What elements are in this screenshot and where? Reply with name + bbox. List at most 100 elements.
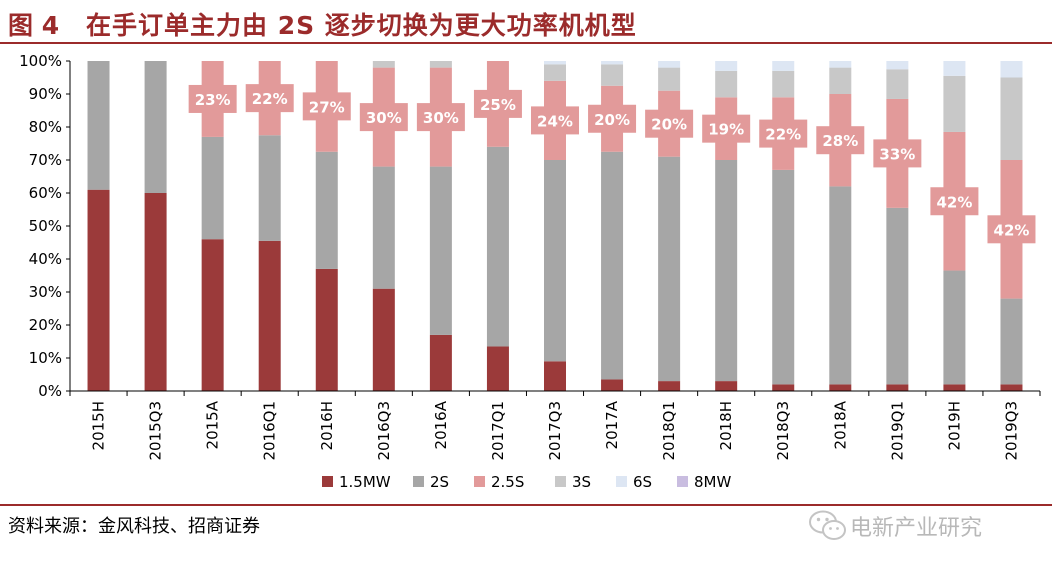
legend-swatch (616, 476, 627, 487)
stacked-bar-chart: 0% 10% 20% 30% 40% 50% 60% 70% 80% 90% 100% 23% 22% 2… (19, 52, 1041, 491)
bar-segment (87, 189, 110, 391)
x-tick-label: 2019Q1 (888, 401, 906, 461)
data-label-box (987, 215, 1036, 244)
bar-segment (544, 361, 566, 391)
header-divider (0, 42, 1052, 44)
data-label: 30% (366, 109, 402, 127)
figure-number: 图 4 (8, 11, 60, 40)
x-tick-label: 2016H (318, 401, 336, 450)
data-label-box (531, 106, 579, 135)
bar-segment (715, 381, 738, 391)
bar-segment (544, 160, 566, 362)
y-tick-label: 10% (29, 349, 62, 367)
bar-segment (886, 61, 909, 70)
bar-segment (658, 381, 681, 391)
bar-segment (486, 146, 509, 347)
bar-segment (1000, 384, 1023, 391)
bar-segment (372, 166, 395, 289)
legend-entry: 8MW (694, 473, 731, 491)
bar-segment (715, 61, 738, 71)
bar-segment (1000, 61, 1023, 78)
bar-segment (258, 135, 281, 241)
data-label-box (473, 89, 522, 118)
legend-swatch (322, 476, 333, 487)
data-label: 33% (879, 145, 915, 163)
data-label-box (359, 103, 408, 132)
y-tick-label: 0% (38, 382, 62, 400)
bar-segment (315, 268, 338, 391)
bar-segment (429, 61, 452, 68)
data-label: 28% (822, 132, 858, 150)
x-tick-label: 2017Q1 (489, 401, 507, 461)
data-label-box (188, 84, 237, 113)
legend-entry: 3S (572, 473, 591, 491)
y-tick-label: 70% (29, 151, 62, 169)
data-label-box (416, 103, 465, 132)
data-label-box (873, 139, 922, 168)
bar-segment (372, 288, 395, 391)
bar-segment (1000, 298, 1023, 385)
data-label: 23% (195, 91, 231, 109)
bar-segment (943, 384, 966, 391)
y-tick-label: 40% (29, 250, 62, 268)
x-tick-label: 2015Q3 (147, 401, 165, 461)
data-label-box (302, 92, 351, 121)
data-label: 22% (252, 90, 288, 108)
bar-segment (943, 270, 966, 385)
x-tick-label: 2015A (204, 400, 222, 449)
x-tick-label: 2016Q3 (375, 401, 393, 461)
bar-segment (715, 70, 738, 98)
y-tick-label: 90% (29, 85, 62, 103)
bar-segment (201, 136, 224, 240)
data-label: 22% (765, 126, 801, 144)
bar-segment (772, 70, 795, 98)
x-tick-label: 2017A (603, 400, 621, 449)
data-label-box (645, 109, 694, 138)
bar-segment (87, 61, 110, 190)
bar-segment (772, 384, 795, 391)
data-label: 42% (994, 221, 1030, 239)
bar-segment (829, 67, 852, 94)
bar-segment (886, 384, 909, 391)
data-label: 24% (537, 112, 573, 130)
watermark-text: 电新产业研究 (850, 516, 983, 541)
bar-segment (886, 207, 909, 385)
y-tick-label: 100% (19, 52, 62, 70)
bar-segment (601, 61, 624, 65)
legend-swatch (474, 476, 485, 487)
bar-segment (943, 61, 966, 76)
source-note: 资料来源：金风科技、招商证券 (8, 516, 260, 537)
bar-segment (486, 346, 509, 391)
watermark: 电新产业研究 (808, 504, 1048, 548)
x-tick-label: 2017Q3 (546, 401, 564, 461)
legend-entry: 6S (633, 473, 652, 491)
bar-segment (201, 239, 224, 391)
data-label-box (702, 114, 751, 143)
bar-segment (658, 61, 681, 68)
bar-segment (258, 240, 281, 391)
figure-title: 在手订单主力由 2S 逐步切换为更大功率机机型 (86, 11, 637, 40)
data-label-box (245, 84, 294, 113)
bar-segment (315, 151, 338, 269)
y-tick-label: 80% (29, 118, 62, 136)
data-label: 20% (651, 116, 687, 134)
x-tick-label: 2018H (717, 401, 735, 450)
bar-segment (829, 384, 852, 391)
data-label: 19% (708, 121, 744, 139)
data-label: 42% (936, 193, 972, 211)
legend-swatch (677, 476, 688, 487)
bar-segment (429, 334, 452, 391)
y-tick-label: 60% (29, 184, 62, 202)
bar-segment (772, 61, 795, 71)
legend-entry: 2S (430, 473, 449, 491)
bar-segment (429, 166, 452, 335)
wechat-logo-icon (809, 510, 846, 540)
x-tick-label: 2019Q3 (1002, 401, 1020, 461)
legend-entry: 1.5MW (339, 473, 391, 491)
data-label-box (930, 187, 979, 216)
bar-segment (372, 61, 395, 68)
bar-segment (829, 61, 852, 68)
x-tick-label: 2018Q1 (660, 401, 678, 461)
bar-segment (601, 379, 624, 391)
data-label-box (759, 119, 808, 148)
